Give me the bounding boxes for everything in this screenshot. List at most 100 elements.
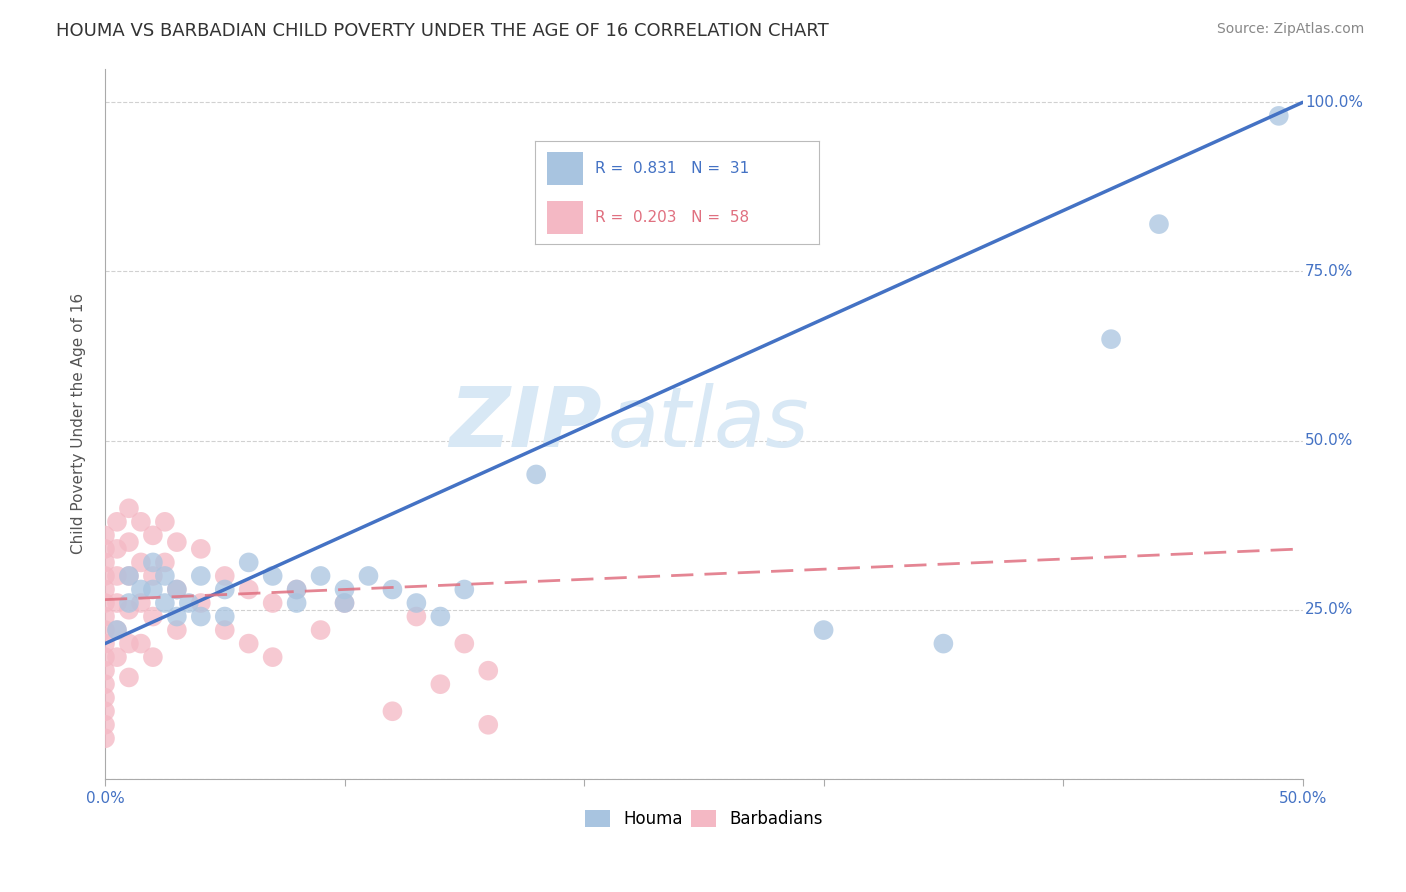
Point: [105, 623, 128, 637]
Point: [262, 596, 284, 610]
Point: [129, 637, 152, 651]
Point: [142, 556, 165, 570]
Point: [285, 582, 308, 597]
Point: [429, 677, 451, 691]
Point: [94, 704, 117, 718]
Point: [166, 582, 188, 597]
Text: HOUMA VS BARBADIAN CHILD POVERTY UNDER THE AGE OF 16 CORRELATION CHART: HOUMA VS BARBADIAN CHILD POVERTY UNDER T…: [56, 22, 830, 40]
Point: [94, 582, 117, 597]
Legend: Houma, Barbadians: Houma, Barbadians: [578, 803, 830, 835]
Point: [142, 650, 165, 665]
Point: [238, 582, 260, 597]
Point: [214, 623, 236, 637]
Point: [285, 582, 308, 597]
Point: [94, 609, 117, 624]
Text: 75.0%: 75.0%: [1305, 264, 1354, 279]
Point: [129, 556, 152, 570]
Point: [129, 596, 152, 610]
Point: [94, 664, 117, 678]
Point: [94, 677, 117, 691]
Point: [94, 623, 117, 637]
Point: [118, 501, 141, 516]
Point: [477, 664, 499, 678]
Point: [333, 582, 356, 597]
FancyBboxPatch shape: [547, 201, 583, 234]
Point: [190, 609, 212, 624]
Point: [118, 535, 141, 549]
Point: [190, 541, 212, 556]
Point: [381, 582, 404, 597]
Point: [429, 609, 451, 624]
Point: [453, 582, 475, 597]
Point: [190, 596, 212, 610]
Point: [94, 650, 117, 665]
Point: [105, 541, 128, 556]
Point: [118, 603, 141, 617]
Point: [453, 637, 475, 651]
Point: [405, 596, 427, 610]
Point: [94, 569, 117, 583]
Point: [166, 623, 188, 637]
Text: atlas: atlas: [607, 384, 810, 464]
Point: [142, 528, 165, 542]
Point: [813, 623, 835, 637]
Point: [153, 569, 176, 583]
Point: [94, 556, 117, 570]
Point: [932, 637, 955, 651]
Point: [94, 731, 117, 746]
Point: [129, 582, 152, 597]
Point: [405, 609, 427, 624]
Point: [166, 609, 188, 624]
Point: [177, 596, 200, 610]
Point: [238, 556, 260, 570]
Point: [118, 670, 141, 684]
Text: R =  0.203   N =  58: R = 0.203 N = 58: [595, 211, 749, 225]
Point: [381, 704, 404, 718]
Point: [118, 637, 141, 651]
Point: [105, 623, 128, 637]
Point: [142, 569, 165, 583]
Point: [524, 467, 547, 482]
Point: [1147, 217, 1170, 231]
Point: [105, 515, 128, 529]
Point: [118, 569, 141, 583]
Point: [94, 596, 117, 610]
Point: [333, 596, 356, 610]
Point: [262, 569, 284, 583]
Point: [105, 650, 128, 665]
Point: [190, 569, 212, 583]
Point: [262, 650, 284, 665]
Point: [238, 637, 260, 651]
Point: [1267, 109, 1289, 123]
Point: [142, 609, 165, 624]
Y-axis label: Child Poverty Under the Age of 16: Child Poverty Under the Age of 16: [72, 293, 86, 554]
Point: [333, 596, 356, 610]
Text: 50.0%: 50.0%: [1305, 434, 1354, 448]
Point: [129, 515, 152, 529]
Point: [94, 541, 117, 556]
Text: 100.0%: 100.0%: [1305, 95, 1362, 110]
Point: [285, 596, 308, 610]
Point: [118, 569, 141, 583]
FancyBboxPatch shape: [547, 152, 583, 185]
Text: R =  0.831   N =  31: R = 0.831 N = 31: [595, 161, 749, 176]
Point: [94, 690, 117, 705]
Text: Source: ZipAtlas.com: Source: ZipAtlas.com: [1216, 22, 1364, 37]
Point: [94, 637, 117, 651]
Point: [166, 582, 188, 597]
Point: [153, 515, 176, 529]
Text: ZIP: ZIP: [450, 384, 602, 464]
Point: [153, 556, 176, 570]
Point: [214, 609, 236, 624]
Point: [357, 569, 380, 583]
Point: [214, 582, 236, 597]
Point: [166, 535, 188, 549]
Point: [477, 718, 499, 732]
Point: [142, 582, 165, 597]
Point: [105, 596, 128, 610]
Point: [153, 596, 176, 610]
Text: 25.0%: 25.0%: [1305, 602, 1354, 617]
Point: [94, 718, 117, 732]
Point: [94, 528, 117, 542]
Point: [309, 623, 332, 637]
